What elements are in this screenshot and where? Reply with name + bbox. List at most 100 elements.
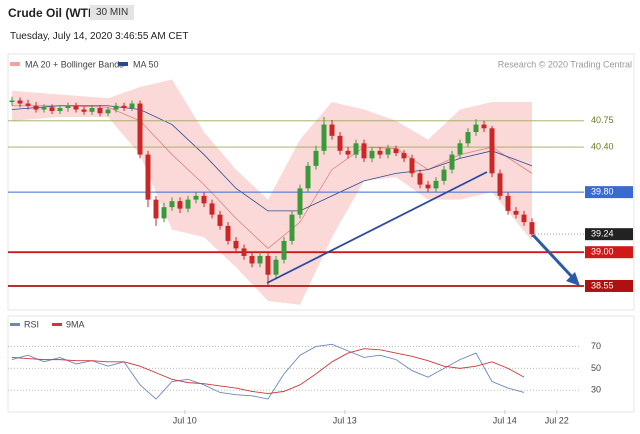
candle-body [177, 201, 183, 209]
candle-body [201, 195, 207, 204]
candle-body [425, 184, 431, 189]
candle-body [49, 107, 55, 112]
x-tick-label: Jul 22 [545, 415, 569, 425]
candle-body [417, 173, 423, 185]
y-tick-label: 50 [591, 363, 601, 373]
candle-body [505, 195, 511, 211]
legend-label: MA 20 + Bollinger Bands [25, 59, 124, 69]
x-tick-label: Jul 10 [173, 415, 197, 425]
candle-body [137, 103, 143, 155]
timestamp: Tuesday, July 14, 2020 3:46:55 AM CET [10, 31, 189, 42]
candle-body [385, 148, 391, 155]
level-box [585, 246, 633, 259]
rsi-panel [7, 315, 635, 413]
candle-body [33, 105, 39, 110]
level-label: 40.75 [591, 115, 614, 125]
candle-body [513, 210, 519, 215]
level-label: 39.24 [591, 229, 614, 239]
candle-body [289, 214, 295, 241]
legend-label: MA 50 [133, 59, 159, 69]
candle-body [257, 255, 263, 264]
trend-line [266, 171, 488, 284]
candle-body [521, 214, 527, 223]
candle-body [81, 109, 87, 112]
candle-body [473, 124, 479, 133]
candle-body [481, 124, 487, 129]
candle-body [265, 255, 271, 275]
level-box [585, 279, 633, 292]
candle-body [305, 165, 311, 189]
y-tick-label: 30 [591, 385, 601, 395]
candle-body [233, 240, 239, 249]
candle-body [529, 222, 535, 235]
rsi-line [11, 343, 525, 400]
candle-body [337, 135, 343, 151]
candle-body [25, 103, 31, 106]
legend-label: RSI [24, 319, 39, 329]
candle-body [497, 173, 503, 196]
candle-body [9, 100, 15, 103]
candle-body [369, 150, 375, 159]
timeframe[interactable]: 30 MIN [90, 5, 135, 20]
candle-body [17, 100, 23, 104]
legend-swatch [52, 323, 62, 326]
candle-body [313, 150, 319, 166]
candle-body [57, 108, 63, 112]
candle-body [273, 259, 279, 275]
candle-body [97, 108, 103, 114]
ma20-line [12, 105, 533, 249]
candle-body [441, 169, 447, 181]
candle-body [281, 240, 287, 260]
level-box [585, 228, 633, 241]
candle-body [457, 143, 463, 155]
candle-body [121, 105, 127, 109]
legend-swatch [118, 62, 128, 66]
candle-body [465, 132, 471, 144]
candle-body [353, 143, 359, 155]
candle-body [225, 225, 231, 241]
arrow-head [566, 272, 580, 286]
candle-body [41, 107, 47, 110]
legend-label: 9MA [66, 319, 85, 329]
level-label: 40.40 [591, 141, 614, 151]
candle-body [161, 207, 167, 219]
forecast-arrow [531, 233, 576, 281]
candle-body [377, 150, 383, 155]
instrument: Crude Oil (WTI) [8, 6, 96, 20]
candle-body [105, 109, 111, 114]
candle-body [409, 158, 415, 174]
candle-body [89, 108, 95, 112]
candle-body [241, 248, 247, 256]
candle-body [129, 103, 135, 109]
candle-body [113, 105, 119, 110]
candle-body [297, 188, 303, 215]
candle-body [401, 153, 407, 159]
candle-body [209, 203, 215, 215]
credit: Research © 2020 Trading Central [498, 59, 632, 69]
rsi-line [11, 348, 525, 395]
candle-body [73, 105, 79, 110]
y-tick-label: 70 [591, 341, 601, 351]
price-panel [7, 53, 635, 311]
candle-body [489, 128, 495, 174]
candle-body [329, 124, 335, 136]
candle-body [449, 154, 455, 170]
candle-body [169, 201, 175, 208]
candle-body [321, 124, 327, 151]
candle-body [217, 214, 223, 226]
candle-body [361, 143, 367, 159]
legend-swatch [10, 62, 20, 66]
level-label: 39.00 [591, 247, 614, 257]
level-label: 39.80 [591, 186, 614, 196]
candle-body [433, 180, 439, 189]
legend-swatch [10, 323, 20, 326]
x-tick-label: Jul 13 [333, 415, 357, 425]
candle-body [345, 150, 351, 155]
level-label: 38.55 [591, 280, 614, 290]
candle-body [393, 148, 399, 154]
candle-body [249, 255, 255, 264]
candle-body [145, 154, 151, 200]
level-box [585, 186, 633, 199]
